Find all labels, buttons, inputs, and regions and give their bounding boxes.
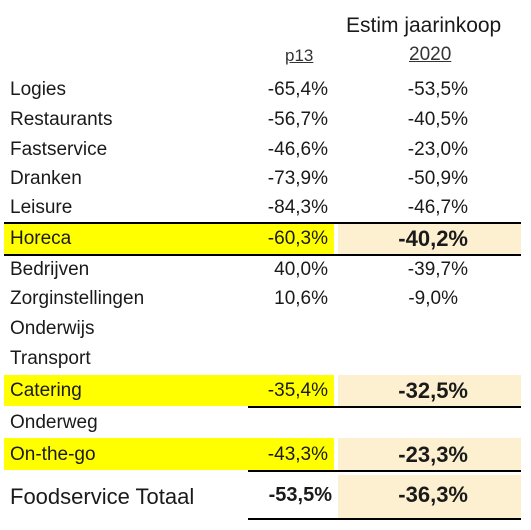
total-label: Foodservice Totaal bbox=[10, 484, 195, 509]
row-label: On-the-go bbox=[10, 444, 96, 465]
divider-line bbox=[248, 518, 521, 520]
total-2020-value: -36,3% bbox=[398, 482, 468, 507]
divider-line bbox=[4, 254, 521, 256]
onthego-2020-highlight bbox=[338, 438, 521, 470]
column-header-p13: p13 bbox=[285, 46, 314, 65]
row-label: Leisure bbox=[10, 197, 73, 218]
row-2020-value: -40,5% bbox=[407, 109, 468, 130]
row-label: Bedrijven bbox=[10, 259, 90, 280]
onthego-highlight bbox=[4, 438, 248, 470]
row-p13-value: -46,6% bbox=[267, 139, 328, 160]
row-2020-value: -39,7% bbox=[407, 259, 468, 280]
row-p13-value: -65,4% bbox=[267, 79, 328, 100]
row-2020-value: -9,0% bbox=[408, 288, 458, 309]
row-label: Onderwijs bbox=[10, 318, 95, 339]
row-2020-value: -23,0% bbox=[407, 139, 468, 160]
row-2020-value: -53,5% bbox=[407, 79, 468, 100]
row-p13-value: -35,4% bbox=[267, 380, 328, 401]
row-label: Logies bbox=[10, 79, 66, 100]
catering-p13-highlight bbox=[248, 375, 334, 406]
catering-highlight bbox=[4, 375, 248, 406]
divider-line bbox=[4, 222, 521, 224]
row-label: Zorginstellingen bbox=[10, 288, 145, 309]
row-label: Horeca bbox=[10, 228, 72, 249]
horeca-highlight bbox=[4, 224, 248, 254]
row-p13-value: 10,6% bbox=[274, 288, 328, 309]
catering-2020-highlight bbox=[338, 375, 521, 406]
horeca-2020-highlight bbox=[338, 224, 521, 254]
row-2020-value: -46,7% bbox=[407, 197, 468, 218]
row-2020-value: -32,5% bbox=[398, 378, 468, 403]
row-label: Onderweg bbox=[10, 412, 98, 433]
divider-line bbox=[248, 406, 521, 408]
row-label: Fastservice bbox=[10, 139, 108, 160]
row-p13-value: -60,3% bbox=[267, 228, 328, 249]
onthego-p13-highlight bbox=[248, 438, 334, 470]
row-p13-value: -56,7% bbox=[267, 109, 328, 130]
column-group-title: Estim jaarinkoop bbox=[346, 14, 502, 37]
row-p13-value: 40,0% bbox=[274, 259, 328, 280]
row-2020-value: -40,2% bbox=[398, 226, 468, 251]
row-2020-value: -50,9% bbox=[407, 168, 468, 189]
row-2020-value: -23,3% bbox=[398, 442, 468, 467]
row-p13-value: -73,9% bbox=[267, 168, 328, 189]
total-2020-highlight bbox=[338, 475, 521, 519]
row-label: Catering bbox=[10, 380, 82, 401]
row-p13-value: -43,3% bbox=[267, 444, 328, 465]
row-label: Dranken bbox=[10, 168, 82, 189]
horeca-p13-highlight bbox=[248, 224, 334, 254]
row-p13-value: -84,3% bbox=[267, 197, 328, 218]
row-label: Transport bbox=[10, 348, 91, 369]
total-p13-value: -53,5% bbox=[268, 484, 332, 506]
divider-line bbox=[248, 470, 521, 472]
row-label: Restaurants bbox=[10, 109, 113, 130]
column-header-2020: 2020 bbox=[409, 44, 452, 65]
